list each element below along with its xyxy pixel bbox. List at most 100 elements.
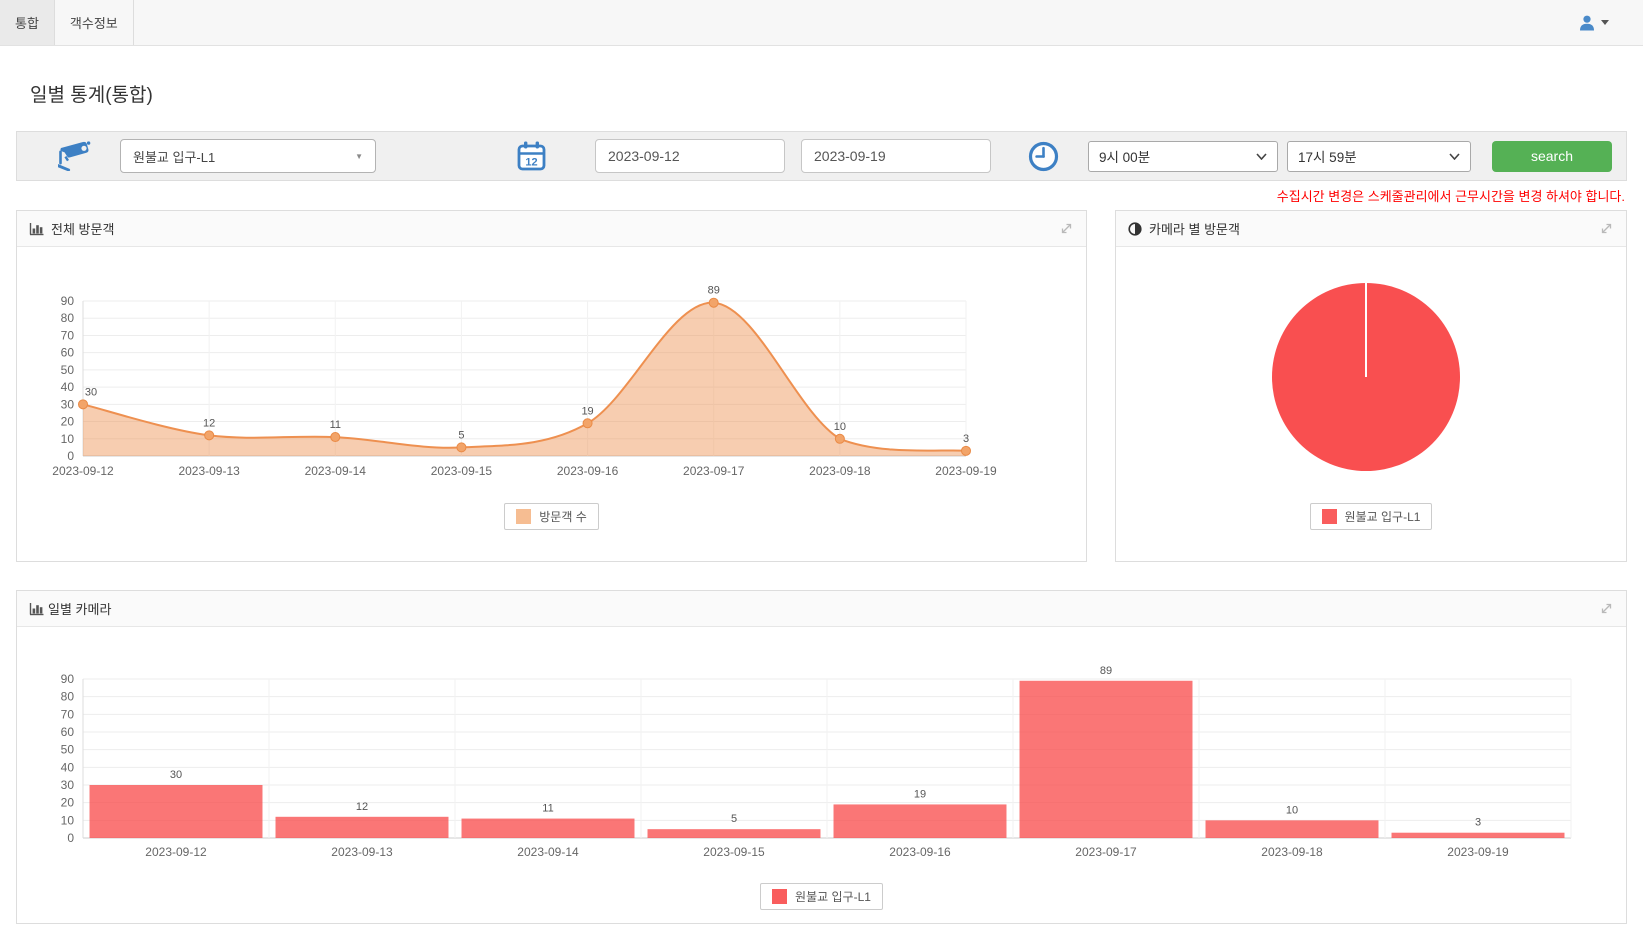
- svg-text:2023-09-17: 2023-09-17: [683, 464, 745, 478]
- svg-text:30: 30: [61, 397, 75, 411]
- svg-text:20: 20: [61, 415, 75, 429]
- svg-text:30: 30: [170, 769, 182, 781]
- camera-pie-chart: [1272, 283, 1460, 471]
- svg-text:10: 10: [1286, 804, 1298, 816]
- panel-visitors-by-camera: 카메라 별 방문객 원불교 입구-L1: [1115, 210, 1627, 562]
- svg-text:30: 30: [85, 386, 97, 398]
- svg-text:12: 12: [356, 801, 368, 813]
- user-menu[interactable]: [1577, 0, 1643, 45]
- svg-text:2023-09-19: 2023-09-19: [935, 464, 997, 478]
- svg-text:50: 50: [61, 743, 75, 757]
- calendar-icon: 12: [517, 141, 546, 170]
- svg-text:0: 0: [67, 831, 74, 845]
- svg-text:11: 11: [330, 419, 341, 431]
- svg-text:80: 80: [61, 690, 75, 704]
- charts-row-top: 전체 방문객 0 10 20 30 40 50 60 70 80 90 30 2023-09-12 12…: [16, 210, 1627, 562]
- time-to-select[interactable]: 17시 59분: [1287, 140, 1471, 172]
- half-circle-icon: [1128, 221, 1142, 236]
- camera-select-value: 원불교 입구-L1: [133, 149, 216, 165]
- select-arrow-icon: ▼: [355, 151, 363, 161]
- calendar-icon-label: 12: [525, 156, 537, 168]
- svg-text:19: 19: [914, 788, 926, 800]
- svg-text:2023-09-19: 2023-09-19: [1447, 845, 1509, 859]
- svg-text:80: 80: [61, 311, 75, 325]
- legend-label: 방문객 수: [539, 510, 587, 524]
- panel-title: 전체 방문객: [51, 222, 115, 237]
- panel-total-visitors: 전체 방문객 0 10 20 30 40 50 60 70 80 90 30 2023-09-12 12…: [16, 210, 1087, 562]
- charts-row-bottom: 일별 카메라 0 10 20 30 40 50 60 70 80 90 30 2023-09-12 12…: [16, 590, 1627, 924]
- svg-text:40: 40: [61, 380, 75, 394]
- time-from-select[interactable]: 9시 00분: [1088, 140, 1278, 172]
- svg-text:40: 40: [61, 760, 75, 774]
- svg-text:89: 89: [1100, 665, 1112, 677]
- tab-customer-count[interactable]: 객수정보: [54, 0, 134, 45]
- chevron-down-icon: [1256, 152, 1267, 160]
- caret-down-icon: [1601, 19, 1609, 25]
- cctv-camera-icon: [58, 141, 91, 171]
- svg-text:19: 19: [581, 405, 593, 417]
- svg-text:10: 10: [834, 421, 846, 433]
- legend-visitor-count[interactable]: 방문객 수: [504, 503, 599, 530]
- filter-bar: 원불교 입구-L1 ▼ 12 9시 00분 17시 59분: [16, 131, 1627, 181]
- svg-text:11: 11: [542, 803, 553, 815]
- svg-text:2023-09-17: 2023-09-17: [1075, 845, 1137, 859]
- expand-icon[interactable]: [1059, 221, 1074, 236]
- svg-text:3: 3: [963, 433, 969, 445]
- svg-text:10: 10: [61, 813, 75, 827]
- svg-text:2023-09-18: 2023-09-18: [809, 464, 871, 478]
- daily-camera-bar-chart: 0 10 20 30 40 50 60 70 80 90 30 2023-09-12 12 2023-09…: [61, 665, 1572, 859]
- panel-visitors-by-camera-header: 카메라 별 방문객: [1116, 211, 1626, 247]
- date-from-input[interactable]: [595, 139, 785, 173]
- tab-integrated[interactable]: 통합: [0, 0, 55, 45]
- person-icon: [1580, 15, 1594, 30]
- legend-label: 원불교 입구-L1: [795, 890, 871, 904]
- expand-icon[interactable]: [1599, 221, 1614, 236]
- legend-label: 원불교 입구-L1: [1344, 510, 1421, 524]
- date-to-input[interactable]: [801, 139, 991, 173]
- svg-text:5: 5: [458, 429, 464, 441]
- schedule-warning-text: 수집시간 변경은 스케줄관리에서 근무시간을 변경 하셔야 합니다.: [1276, 189, 1625, 204]
- svg-text:89: 89: [708, 285, 720, 297]
- panel-total-visitors-body: 0 10 20 30 40 50 60 70 80 90 30 2023-09-12 12 2023-09…: [17, 247, 1086, 530]
- svg-text:2023-09-16: 2023-09-16: [557, 464, 619, 478]
- time-from-value: 9시 00분: [1099, 150, 1151, 165]
- top-navbar: 통합 객수정보: [0, 0, 1643, 46]
- total-visitors-chart: 0 10 20 30 40 50 60 70 80 90 30 2023-09-12 12 2023-09…: [52, 285, 997, 478]
- svg-text:3: 3: [1475, 817, 1481, 829]
- legend-daily-camera[interactable]: 원불교 입구-L1: [760, 883, 883, 910]
- svg-text:2023-09-12: 2023-09-12: [52, 464, 114, 478]
- chevron-down-icon: [1449, 152, 1460, 160]
- svg-text:70: 70: [61, 707, 75, 721]
- svg-text:2023-09-13: 2023-09-13: [331, 845, 393, 859]
- svg-text:12: 12: [203, 417, 215, 429]
- panel-title: 일별 카메라: [48, 602, 112, 617]
- page-title: 일별 통계(통합): [30, 85, 153, 106]
- time-to-value: 17시 59분: [1298, 150, 1357, 165]
- bar-chart-icon: [29, 222, 44, 235]
- svg-text:20: 20: [61, 796, 75, 810]
- legend-camera[interactable]: 원불교 입구-L1: [1309, 503, 1433, 530]
- panel-daily-camera: 일별 카메라 0 10 20 30 40 50 60 70 80 90 30 2023-09-12 12…: [16, 590, 1627, 924]
- svg-text:2023-09-13: 2023-09-13: [178, 464, 240, 478]
- panel-title: 카메라 별 방문객: [1149, 222, 1240, 237]
- svg-text:60: 60: [61, 346, 75, 360]
- search-button[interactable]: search: [1492, 140, 1612, 172]
- svg-text:10: 10: [61, 432, 75, 446]
- svg-text:2023-09-18: 2023-09-18: [1261, 845, 1323, 859]
- legend-swatch: [516, 509, 532, 524]
- svg-text:90: 90: [61, 294, 75, 308]
- panel-daily-camera-body: 0 10 20 30 40 50 60 70 80 90 30 2023-09-12 12 2023-09…: [17, 627, 1626, 910]
- panel-daily-camera-header: 일별 카메라: [17, 591, 1626, 627]
- svg-text:2023-09-15: 2023-09-15: [431, 464, 493, 478]
- svg-text:2023-09-12: 2023-09-12: [145, 845, 207, 859]
- expand-icon[interactable]: [1599, 601, 1614, 616]
- svg-text:2023-09-16: 2023-09-16: [889, 845, 951, 859]
- page-content: 일별 통계(통합) 원불교 입구-L1 ▼ 12: [0, 80, 1643, 924]
- svg-text:2023-09-14: 2023-09-14: [517, 845, 579, 859]
- svg-text:90: 90: [61, 672, 75, 686]
- svg-text:60: 60: [61, 725, 75, 739]
- clock-icon: [1028, 141, 1059, 171]
- svg-text:2023-09-15: 2023-09-15: [703, 845, 765, 859]
- camera-select[interactable]: 원불교 입구-L1 ▼: [120, 139, 376, 173]
- svg-text:5: 5: [731, 813, 737, 825]
